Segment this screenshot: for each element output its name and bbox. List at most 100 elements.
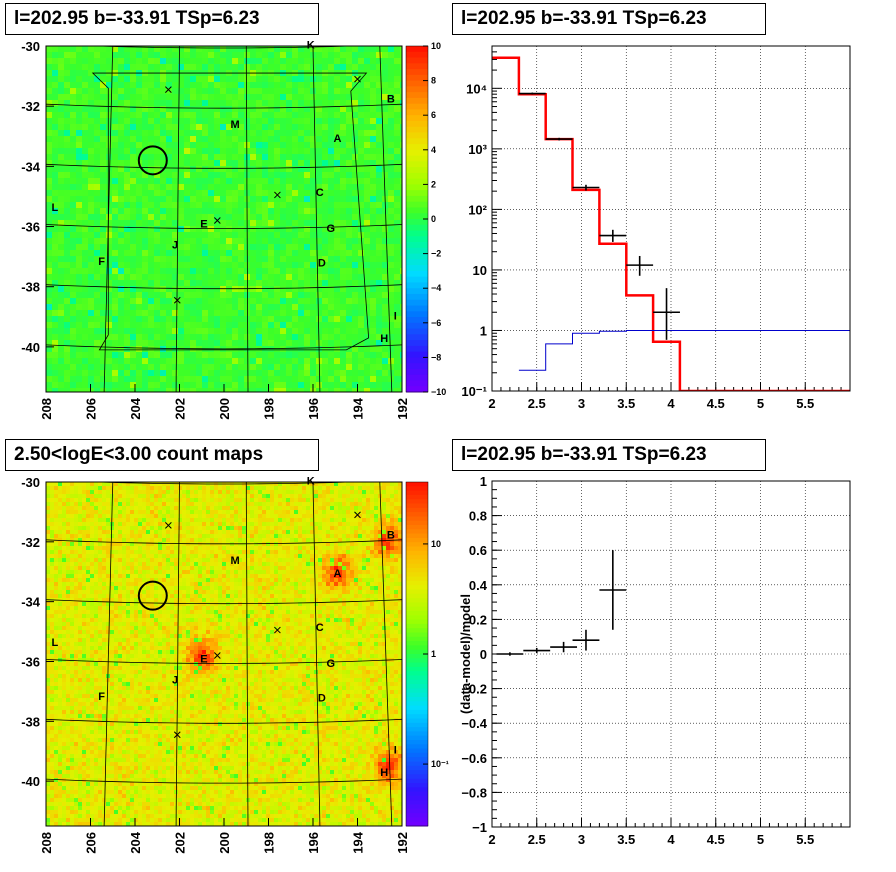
map-pixel xyxy=(82,124,89,131)
map-pixel xyxy=(250,286,257,293)
map-pixels xyxy=(46,482,402,826)
map-pixel xyxy=(298,160,305,167)
map-pixel xyxy=(286,94,293,101)
map-pixel xyxy=(292,196,299,203)
map-pixel xyxy=(118,304,125,311)
map-pixel xyxy=(94,286,101,293)
map-pixel xyxy=(292,142,299,149)
map-pixel xyxy=(316,310,323,317)
map-pixel xyxy=(148,382,155,389)
map-pixel xyxy=(52,136,59,143)
map-pixel xyxy=(46,196,53,203)
map-pixel xyxy=(382,304,389,311)
map-pixel xyxy=(280,136,287,143)
map-pixel xyxy=(376,178,383,185)
map-pixel xyxy=(244,334,251,341)
map-pixel xyxy=(250,184,257,191)
map-pixel xyxy=(196,268,203,275)
map-pixel xyxy=(190,502,195,507)
map-pixel xyxy=(226,214,233,221)
map-pixel xyxy=(352,346,359,353)
map-pixel xyxy=(400,364,402,371)
map-pixel xyxy=(158,522,163,527)
map-pixel xyxy=(208,358,215,365)
map-pixel xyxy=(218,522,223,527)
map-pixel xyxy=(286,486,291,491)
map-pixel xyxy=(184,388,191,392)
map-pixel xyxy=(70,534,75,539)
map-pixel xyxy=(206,502,211,507)
map-pixel xyxy=(186,534,191,539)
map-pixel xyxy=(328,232,335,239)
map-pixel xyxy=(306,518,311,523)
map-pixel xyxy=(58,352,65,359)
map-pixel xyxy=(226,256,233,263)
map-pixel xyxy=(76,328,83,335)
map-pixel xyxy=(202,82,209,89)
map-pixel xyxy=(390,526,395,531)
map-pixel xyxy=(342,530,347,535)
map-pixel xyxy=(306,502,311,507)
map-pixel xyxy=(166,208,173,215)
map-pixel xyxy=(196,352,203,359)
map-pixel xyxy=(322,100,329,107)
map-pixel xyxy=(178,526,183,531)
map-pixel xyxy=(76,106,83,113)
map-pixel xyxy=(82,376,89,383)
map-pixel xyxy=(286,518,291,523)
map-pixel xyxy=(364,130,371,137)
map-pixel xyxy=(310,76,317,83)
map-pixel xyxy=(58,172,65,179)
map-pixel xyxy=(46,514,51,519)
map-pixel xyxy=(278,486,283,491)
map-pixel xyxy=(130,202,137,209)
map-pixel xyxy=(364,202,371,209)
map-pixel xyxy=(382,370,389,377)
map-pixel xyxy=(370,130,377,137)
map-pixel xyxy=(358,322,365,329)
map-pixel xyxy=(286,220,293,227)
map-pixel xyxy=(74,522,79,527)
map-pixel xyxy=(274,530,279,535)
map-pixel xyxy=(100,298,107,305)
map-pixel xyxy=(370,136,377,143)
map-pixel xyxy=(100,358,107,365)
map-pixel xyxy=(112,136,119,143)
map-pixel xyxy=(292,172,299,179)
map-pixel xyxy=(244,118,251,125)
map-pixel xyxy=(118,250,125,257)
map-pixel xyxy=(376,124,383,131)
map-pixel xyxy=(208,106,215,113)
map-pixel xyxy=(112,244,119,251)
map-pixel xyxy=(382,220,389,227)
map-pixel xyxy=(130,58,137,65)
map-pixel xyxy=(74,502,79,507)
map-pixel xyxy=(346,160,353,167)
map-pixel xyxy=(102,486,107,491)
map-pixel xyxy=(126,510,131,515)
map-pixel xyxy=(304,364,311,371)
map-pixel xyxy=(166,346,173,353)
map-pixel xyxy=(46,298,53,305)
map-pixel xyxy=(280,316,287,323)
map-pixel xyxy=(268,346,275,353)
map-pixel xyxy=(184,178,191,185)
map-pixel xyxy=(226,274,233,281)
map-pixel xyxy=(328,112,335,119)
map-pixel xyxy=(286,534,291,539)
map-pixel xyxy=(346,486,351,491)
map-pixel xyxy=(202,526,207,531)
map-pixel xyxy=(376,352,383,359)
map-pixel xyxy=(286,280,293,287)
map-pixel xyxy=(230,530,235,535)
map-pixel xyxy=(262,238,269,245)
colorbar-segment xyxy=(406,167,428,174)
map-pixel xyxy=(358,358,365,365)
map-pixel xyxy=(46,154,53,161)
map-pixel xyxy=(76,334,83,341)
map-pixel xyxy=(154,76,161,83)
map-pixel xyxy=(160,226,167,233)
map-pixel xyxy=(186,510,191,515)
map-pixel xyxy=(388,334,395,341)
map-pixel xyxy=(82,490,87,495)
